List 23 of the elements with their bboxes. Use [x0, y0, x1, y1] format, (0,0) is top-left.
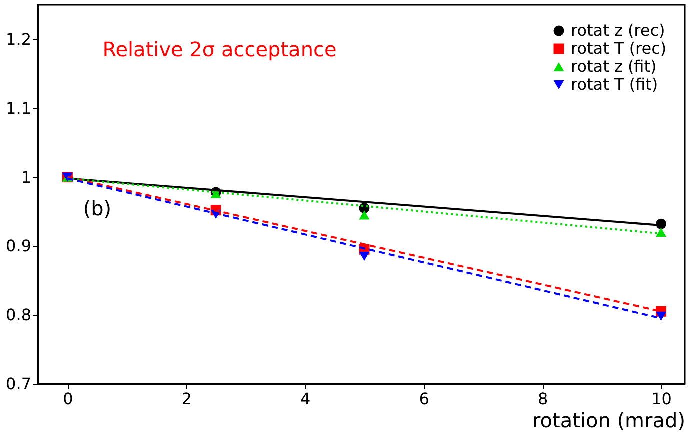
point [656, 312, 666, 322]
y-tick-label: 0.9 [6, 236, 32, 256]
y-tick-label: 0.7 [6, 374, 32, 394]
legend-label: rotat T (rec) [571, 39, 667, 58]
point [359, 252, 370, 262]
annotation: (b) [83, 196, 112, 221]
x-tick-label: 0 [63, 390, 74, 408]
legend-label: rotat z (fit) [571, 57, 657, 76]
x-tick-label: 6 [419, 390, 430, 408]
x-axis-title: rotation (mrad) [532, 408, 686, 432]
point [656, 228, 666, 237]
point [359, 210, 370, 220]
annotation: Relative 2σ acceptance [102, 37, 337, 62]
y-tick-label: 0.8 [6, 306, 32, 325]
legend-label: rotat T (fit) [571, 75, 658, 94]
x-tick-label: 4 [300, 390, 311, 408]
y-tick-label: 1.1 [6, 98, 32, 118]
y-tick-label: 1.2 [6, 30, 32, 49]
x-tick-label: 8 [538, 390, 548, 408]
x-tick-label: 2 [182, 390, 192, 408]
x-tick-label: 10 [652, 390, 672, 408]
y-tick-label: 1 [21, 168, 32, 187]
legend-label: rotat z (rec) [571, 21, 666, 40]
